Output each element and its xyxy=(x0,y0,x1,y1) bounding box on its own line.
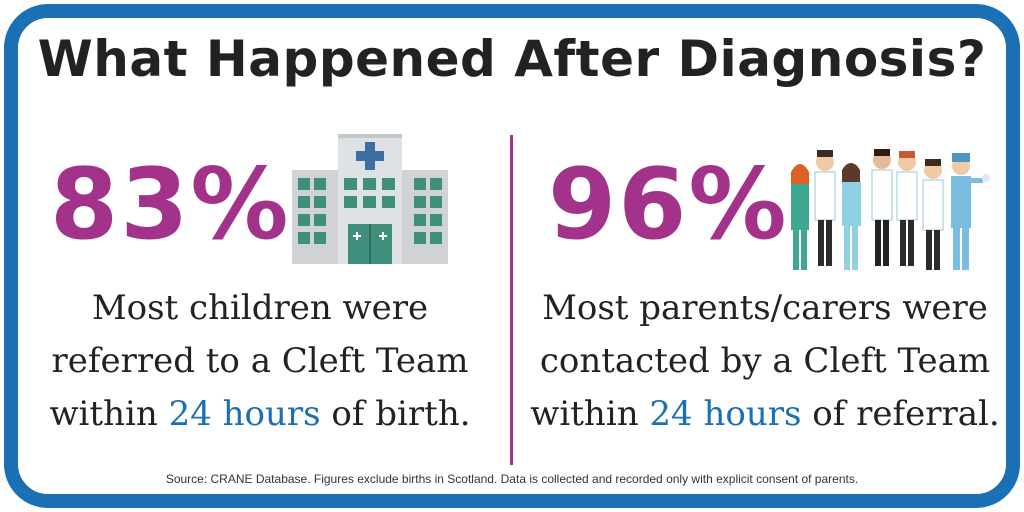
contacted-line-3-suffix: of referral. xyxy=(801,394,1000,434)
hospital-icon xyxy=(290,132,450,268)
medical-staff-icon xyxy=(785,148,1000,280)
stat-contacted: 96% xyxy=(548,148,789,262)
divider xyxy=(510,135,513,465)
referred-description: Most children were referred to a Cleft T… xyxy=(20,282,500,441)
referred-line-3: within 24 hours of birth. xyxy=(20,388,500,441)
referred-line-3-prefix: within xyxy=(49,394,169,434)
contacted-line-2: contacted by a Cleft Team xyxy=(539,341,991,381)
source-note: Source: CRANE Database. Figures exclude … xyxy=(165,472,859,486)
referred-line-1: Most children were xyxy=(91,288,429,328)
contacted-line-3: within 24 hours of referral. xyxy=(520,388,1010,441)
referred-line-2: referred to a Cleft Team xyxy=(51,341,469,381)
referred-line-3-suffix: of birth. xyxy=(320,394,471,434)
contacted-line-1: Most parents/carers were xyxy=(542,288,988,328)
stat-referred: 83% xyxy=(50,148,291,262)
contacted-line-3-prefix: within xyxy=(530,394,650,434)
contacted-highlight: 24 hours xyxy=(649,394,802,434)
referred-highlight: 24 hours xyxy=(168,394,321,434)
page-title: What Happened After Diagnosis? xyxy=(37,30,987,88)
contacted-description: Most parents/carers were contacted by a … xyxy=(520,282,1010,441)
